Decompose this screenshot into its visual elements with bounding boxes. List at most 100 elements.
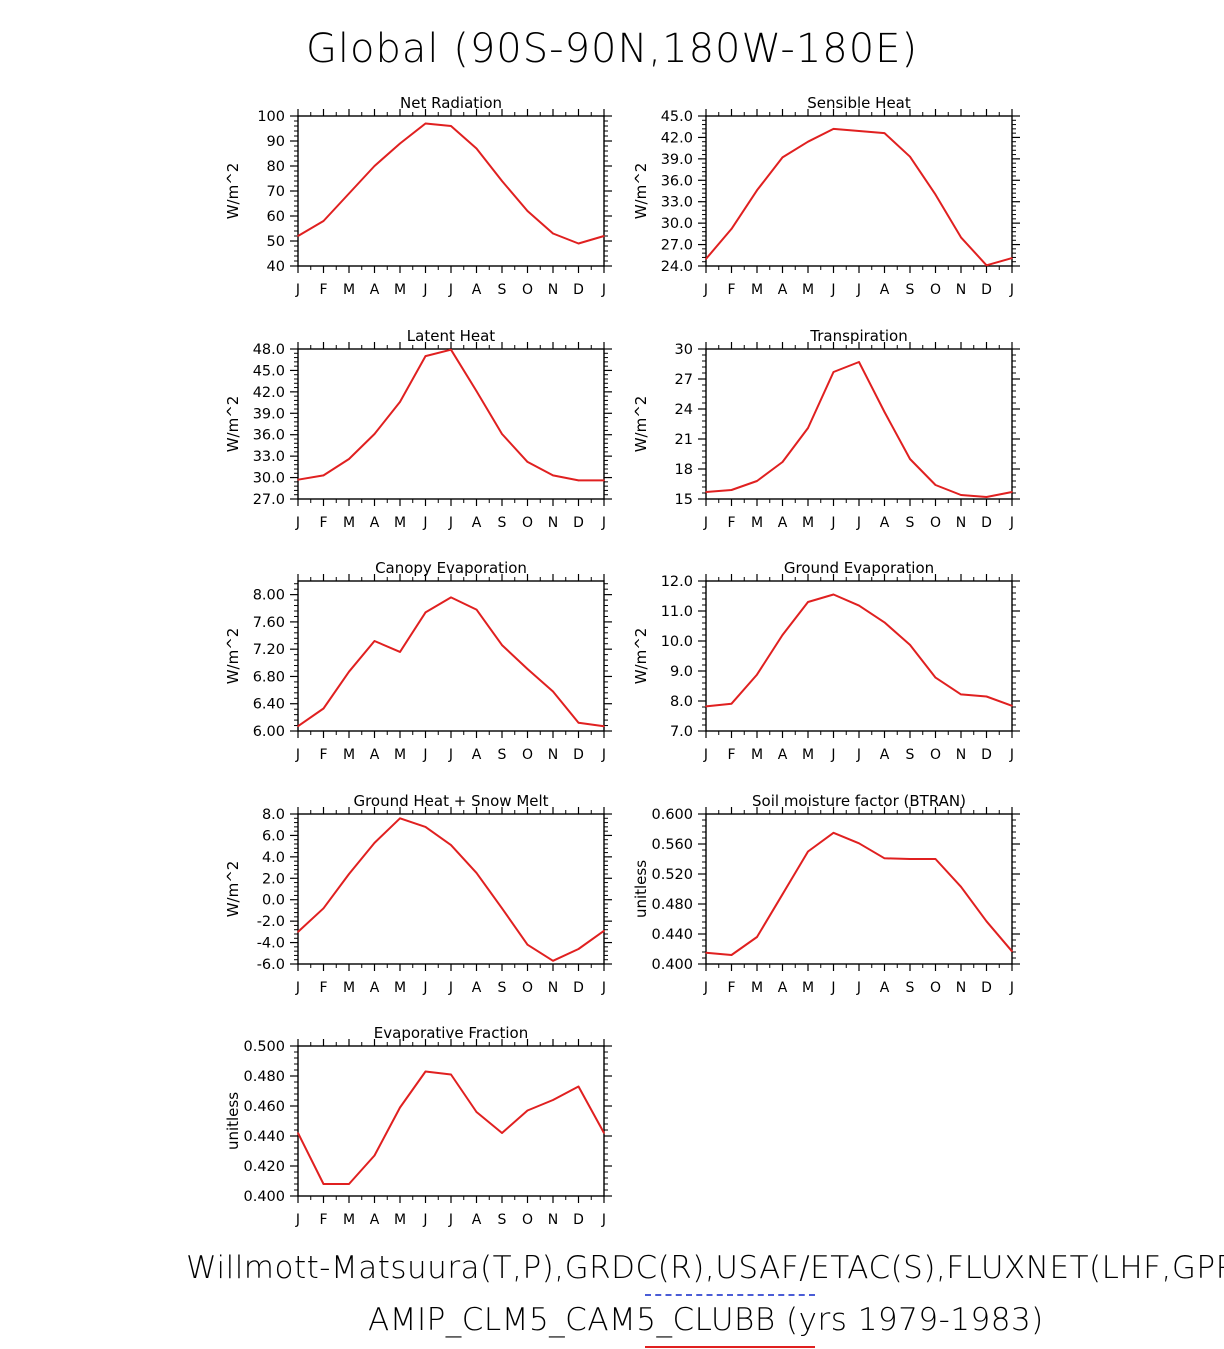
y-axis-label: W/m^2: [632, 163, 650, 220]
data-point: [858, 604, 860, 607]
data-point: [348, 192, 350, 195]
data-point: [807, 140, 809, 143]
data-point: [705, 258, 707, 260]
x-tick-label: M: [802, 980, 814, 996]
data-point: [577, 722, 580, 724]
x-tick-label: J: [830, 515, 835, 531]
y-tick-label: 0.520: [651, 867, 693, 883]
data-point: [756, 189, 758, 192]
data-point: [1011, 705, 1013, 707]
series-line-latent-heat: [297, 348, 604, 482]
y-tick-label: 90: [267, 134, 285, 150]
data-point: [373, 1154, 376, 1157]
data-point: [934, 858, 937, 860]
x-tick-label: M: [394, 980, 406, 996]
x-tick-label: M: [751, 515, 763, 531]
x-tick-label: A: [472, 1212, 482, 1228]
data-point: [501, 1132, 503, 1134]
panel-title: Soil moisture factor (BTRAN): [752, 792, 966, 810]
y-tick-label: 42.0: [253, 385, 285, 401]
x-tick-label: J: [703, 980, 708, 996]
x-tick-label: D: [573, 515, 584, 531]
y-tick-label: 10.0: [661, 634, 693, 650]
data-point: [1011, 491, 1013, 493]
x-tick-label: J: [448, 1212, 453, 1228]
x-tick-label: S: [906, 747, 915, 763]
x-tick-label: J: [422, 515, 427, 531]
x-tick-label: A: [370, 282, 380, 298]
x-tick-label: F: [319, 1212, 327, 1228]
x-tick-label: A: [880, 747, 890, 763]
data-point: [832, 128, 835, 130]
x-tick-label: J: [1009, 747, 1014, 763]
data-point: [475, 390, 478, 392]
x-tick-label: F: [727, 980, 735, 996]
y-tick-label: 70: [267, 184, 285, 200]
x-tick-label: J: [830, 980, 835, 996]
observations-legend-line: [645, 1294, 815, 1296]
data-point: [322, 474, 325, 477]
data-point: [781, 461, 784, 463]
y-tick-label: 36.0: [253, 428, 285, 444]
data-point: [424, 355, 427, 357]
data-point: [960, 885, 962, 888]
x-tick-label: M: [343, 515, 355, 531]
x-tick-label: A: [778, 980, 788, 996]
x-tick-label: O: [522, 515, 533, 531]
data-point: [807, 601, 809, 603]
data-point: [424, 611, 427, 614]
model-caption: AMIP_CLM5_CAM5_CLUBB (yrs 1979-1983): [368, 1302, 1044, 1338]
x-tick-label: A: [880, 515, 890, 531]
series-line-soil-moisture-factor-btran: [705, 831, 1013, 956]
x-tick-label: D: [573, 980, 584, 996]
data-point: [526, 1109, 529, 1112]
series-line-net-radiation: [297, 122, 605, 245]
data-point: [832, 371, 835, 373]
data-point: [399, 651, 401, 653]
x-tick-label: S: [498, 1212, 507, 1228]
data-point: [577, 479, 580, 482]
data-point: [985, 264, 988, 267]
data-point: [1011, 950, 1013, 953]
x-tick-label: M: [802, 282, 814, 298]
data-point: [322, 1183, 325, 1185]
x-tick-label: J: [856, 515, 861, 531]
x-tick-label: J: [601, 980, 606, 996]
data-point: [297, 725, 299, 728]
x-tick-label: J: [295, 747, 300, 763]
y-tick-label: 39.0: [661, 152, 693, 168]
y-tick-label: 8.0: [262, 807, 285, 823]
x-tick-label: O: [522, 1212, 533, 1228]
x-tick-label: J: [601, 747, 606, 763]
data-point: [705, 951, 707, 954]
data-point: [501, 907, 503, 910]
series-line-ground-evaporation: [705, 593, 1013, 708]
y-tick-label: 8.00: [253, 588, 285, 604]
data-point: [883, 132, 886, 134]
data-point: [934, 484, 937, 486]
data-point: [399, 1106, 401, 1109]
data-point: [552, 690, 554, 693]
data-point: [577, 948, 580, 950]
x-tick-label: A: [472, 980, 482, 996]
x-tick-label: D: [573, 747, 584, 763]
y-axis-label: W/m^2: [224, 163, 242, 220]
data-point: [858, 361, 860, 363]
x-tick-label: M: [802, 515, 814, 531]
panel-title: Transpiration: [809, 327, 907, 345]
data-point: [424, 1070, 427, 1073]
data-point: [475, 608, 478, 611]
data-point: [705, 705, 707, 708]
data-point: [424, 826, 427, 828]
y-tick-label: 9.0: [670, 664, 693, 680]
data-point: [424, 122, 427, 125]
data-point: [297, 1132, 299, 1134]
x-tick-label: O: [522, 282, 533, 298]
x-tick-label: N: [956, 747, 966, 763]
data-point: [501, 180, 503, 182]
data-point: [756, 673, 758, 676]
